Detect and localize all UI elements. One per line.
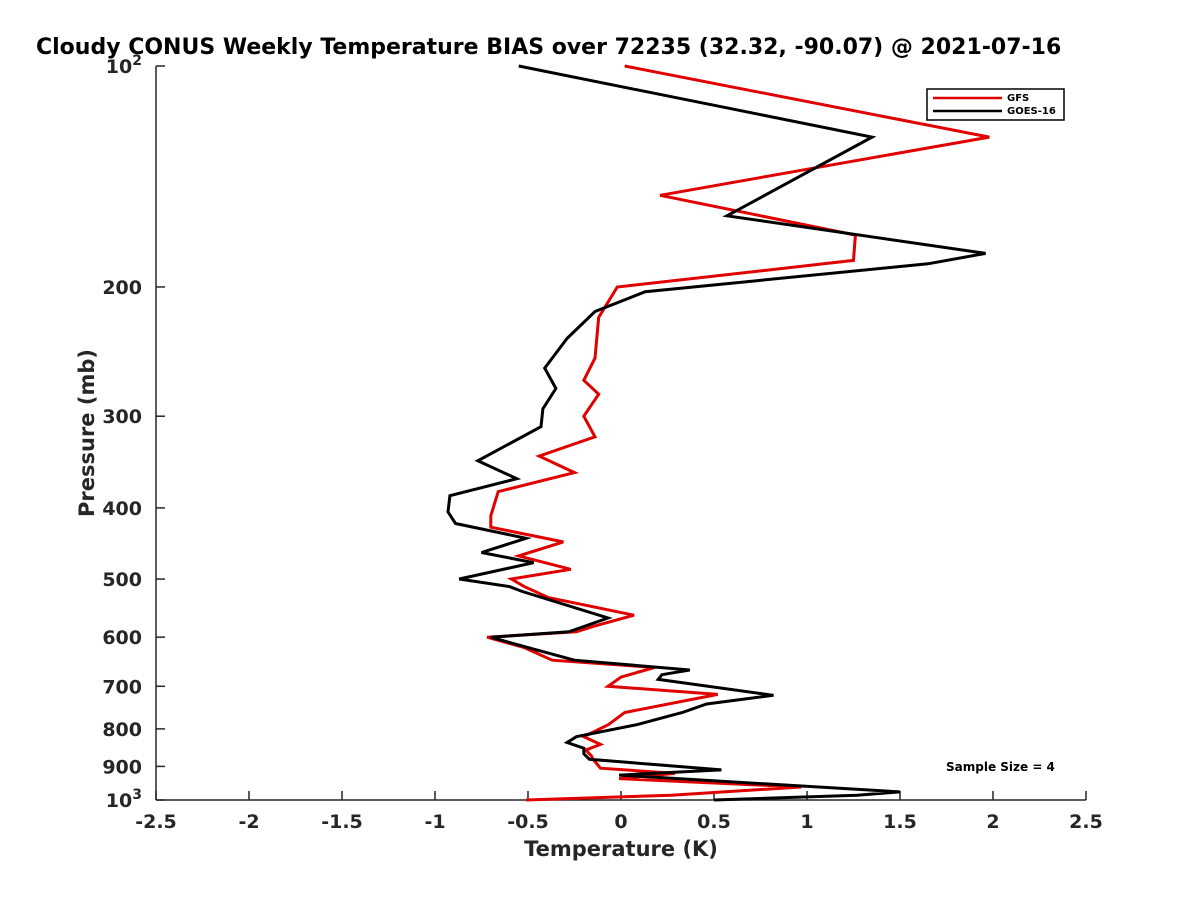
x-tick-group: -2.5 -2 -1.5 -1 -0.5 0 0.5 1 1.5 2 2.5 bbox=[135, 791, 1103, 833]
y-tick-label: 300 bbox=[102, 406, 142, 428]
x-axis-label: Temperature (K) bbox=[524, 837, 718, 861]
x-tick-label: 2 bbox=[986, 811, 999, 833]
x-tick-label: -1.5 bbox=[321, 811, 363, 833]
y-tick-label: 400 bbox=[102, 498, 142, 520]
y-tick-label: 900 bbox=[102, 756, 142, 778]
y-tick-group: 102 200 300 400 500 600 700 800 900 103 bbox=[102, 53, 165, 812]
legend: GFS GOES-16 bbox=[926, 88, 1065, 121]
series-lines bbox=[446, 64, 990, 802]
y-tick-label: 700 bbox=[102, 676, 142, 698]
x-tick-label: -1 bbox=[424, 811, 445, 833]
y-tick-label: 800 bbox=[102, 719, 142, 741]
x-tick-label: 0 bbox=[614, 811, 627, 833]
x-tick-label: -2.5 bbox=[135, 811, 177, 833]
axes bbox=[155, 66, 1086, 801]
x-tick-label: -0.5 bbox=[507, 811, 549, 833]
series-line-goes16 bbox=[446, 64, 986, 802]
x-tick-label: 2.5 bbox=[1069, 811, 1103, 833]
series-line-gfs bbox=[486, 64, 990, 802]
legend-box bbox=[926, 88, 1065, 121]
x-tick-label: 1.5 bbox=[883, 811, 917, 833]
legend-label-gfs: GFS bbox=[1007, 93, 1029, 104]
x-tick-label: 1 bbox=[800, 811, 813, 833]
x-tick-label: 0.5 bbox=[697, 811, 731, 833]
x-tick-label: -2 bbox=[238, 811, 259, 833]
chart-title: Cloudy CONUS Weekly Temperature BIAS ove… bbox=[36, 35, 1061, 60]
sample-size-annotation: Sample Size = 4 bbox=[946, 760, 1055, 774]
y-tick-label: 200 bbox=[102, 277, 142, 299]
y-axis-label: Pressure (mb) bbox=[75, 349, 99, 517]
y-tick-label: 103 bbox=[106, 787, 142, 812]
y-tick-label: 600 bbox=[102, 627, 142, 649]
legend-label-goes16: GOES-16 bbox=[1007, 106, 1056, 117]
y-tick-label: 500 bbox=[102, 569, 142, 591]
y-tick-label: 102 bbox=[106, 53, 142, 78]
